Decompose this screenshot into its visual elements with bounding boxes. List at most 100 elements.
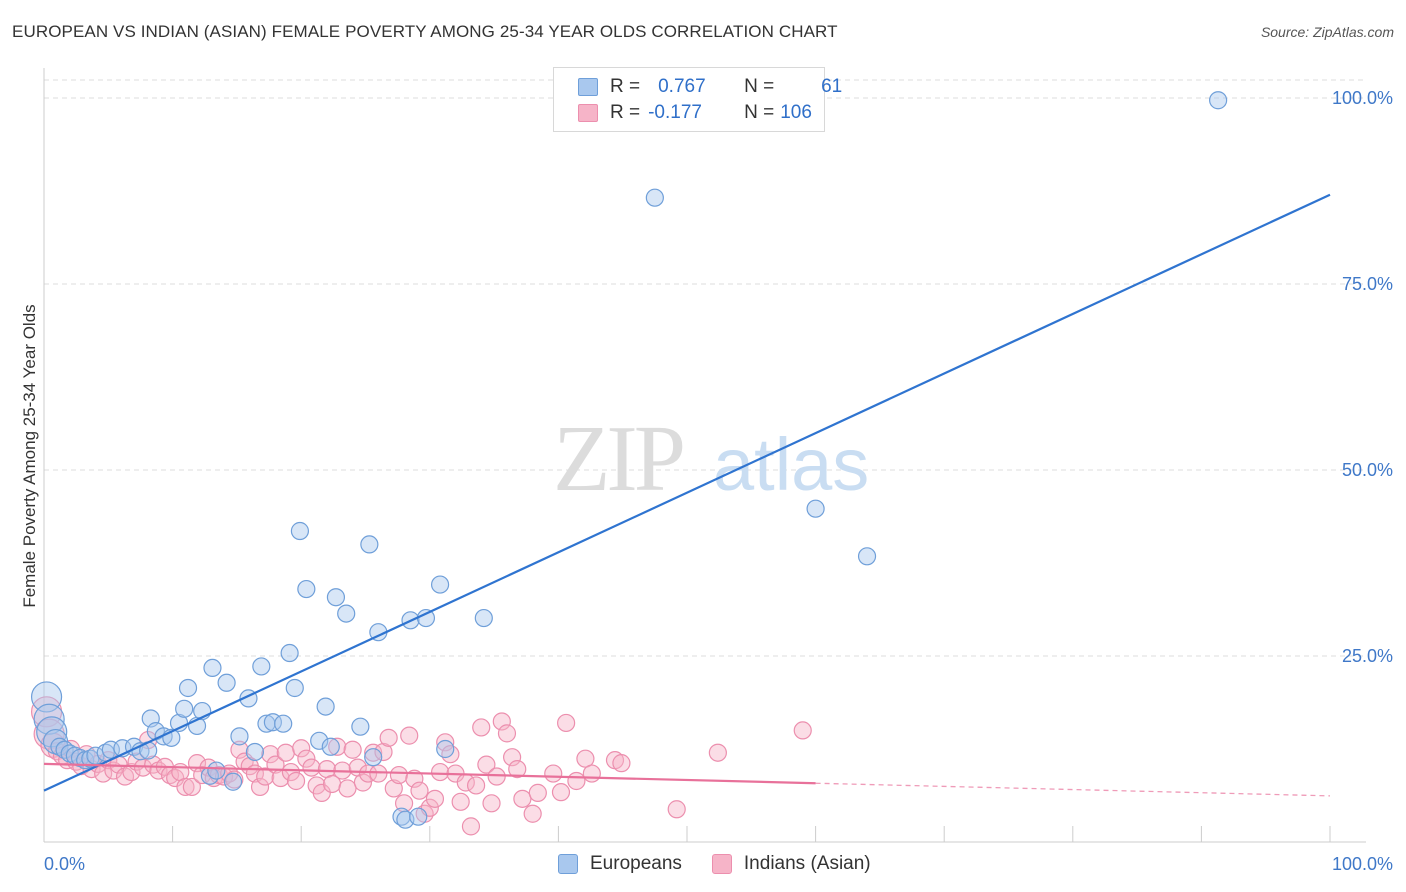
- european-point: [1209, 91, 1228, 110]
- europeans-trend-line: [43, 193, 1331, 792]
- indian-point: [374, 742, 393, 762]
- indian-point: [793, 721, 812, 740]
- y-tick-label: 100.0%: [1332, 88, 1393, 108]
- indian-point: [482, 794, 501, 813]
- indian-point: [343, 740, 362, 759]
- legend-item-europeans[interactable]: Europeans: [558, 853, 682, 875]
- european-point: [223, 772, 243, 791]
- indian-point: [182, 777, 201, 797]
- indian-point: [122, 762, 141, 782]
- european-point: [326, 588, 346, 607]
- indian-point: [302, 758, 321, 777]
- legend-n-value: 61: [821, 76, 843, 97]
- indian-point: [451, 792, 470, 811]
- indian-point: [384, 779, 403, 798]
- indian-point: [523, 804, 542, 823]
- european-point: [316, 697, 335, 716]
- y-tick-label: 50.0%: [1342, 460, 1393, 480]
- indian-point: [389, 765, 409, 785]
- indian-point: [708, 743, 727, 762]
- indian-point: [567, 771, 586, 791]
- y-axis-label: Female Poverty Among 25-34 Year Olds: [20, 304, 39, 607]
- legend-r-label: R =: [610, 102, 641, 123]
- legend-item-indians[interactable]: Indians (Asian): [711, 853, 871, 875]
- european-point: [203, 658, 222, 678]
- indian-point: [328, 737, 347, 756]
- indian-point: [461, 817, 481, 836]
- european-point: [310, 731, 329, 750]
- european-point: [175, 699, 194, 718]
- european-point: [430, 575, 450, 594]
- indian-point: [508, 759, 527, 779]
- indian-point: [281, 762, 301, 782]
- indian-point: [261, 745, 280, 764]
- y-tick-label: 25.0%: [1342, 646, 1393, 666]
- indian-point: [503, 748, 522, 767]
- indian-point: [410, 781, 429, 800]
- legend-n-label: N =: [744, 76, 775, 97]
- europeans-label: Europeans: [590, 853, 682, 874]
- indian-point: [436, 733, 455, 752]
- european-point: [857, 547, 877, 566]
- legend-n-value: 106: [780, 102, 812, 123]
- european-point: [297, 579, 316, 599]
- european-point: [474, 608, 493, 628]
- indian-point: [144, 755, 163, 774]
- european-point: [351, 717, 370, 736]
- european-point: [290, 521, 310, 541]
- indian-point: [176, 777, 195, 797]
- indians-points: [30, 696, 812, 836]
- indian-point: [353, 773, 373, 792]
- legend-r-value: -0.177: [648, 102, 702, 123]
- european-point: [409, 807, 428, 826]
- indians-label: Indians (Asian): [743, 853, 871, 874]
- legend-swatch-europeans: [578, 78, 598, 96]
- european-point: [321, 737, 340, 756]
- legend-n-label: N =: [744, 102, 775, 123]
- indian-point: [230, 740, 249, 759]
- indian-point: [612, 754, 631, 773]
- european-point: [252, 657, 271, 676]
- european-point: [337, 604, 356, 623]
- indian-point: [667, 800, 686, 819]
- indian-point: [364, 743, 383, 762]
- european-point: [364, 748, 383, 767]
- x-tick-label: 100.0%: [1332, 854, 1393, 874]
- legend-r-label: R =: [610, 76, 641, 97]
- legend-row-indians: R = -0.177 N = 106: [578, 101, 826, 125]
- indian-point: [286, 771, 306, 791]
- europeans-swatch: [558, 854, 578, 874]
- chart-title: EUROPEAN VS INDIAN (ASIAN) FEMALE POVERT…: [12, 22, 838, 41]
- tick-labels: 25.0% 50.0% 75.0% 100.0% 0.0% 100.0%: [44, 88, 1393, 874]
- european-point: [50, 737, 69, 756]
- european-point: [645, 188, 664, 207]
- indian-point: [544, 764, 563, 783]
- european-point: [436, 739, 455, 759]
- indian-point: [338, 779, 357, 798]
- indian-point: [497, 724, 517, 743]
- legend-swatch-indians: [578, 104, 598, 122]
- indian-point: [297, 749, 316, 768]
- european-point: [806, 499, 825, 518]
- indian-point: [472, 718, 491, 737]
- indians-swatch: [711, 854, 732, 874]
- indian-point: [513, 789, 532, 808]
- watermark-atlas: atlas: [713, 423, 869, 506]
- axes: [43, 68, 1366, 843]
- indian-point: [276, 743, 295, 762]
- indian-point: [441, 745, 460, 764]
- indian-point: [551, 783, 571, 802]
- source-label: Source: ZipAtlas.com: [1260, 24, 1394, 40]
- gridlines: [44, 79, 1366, 657]
- european-point: [178, 678, 198, 698]
- european-point: [230, 727, 249, 746]
- indian-point: [557, 713, 576, 733]
- european-point: [280, 643, 299, 663]
- indian-point: [250, 777, 270, 797]
- indian-point: [492, 712, 511, 731]
- indians-trend-extension: [815, 782, 1331, 797]
- correlation-legend: R = 0.767 N = 61 R = -0.177 N = 106: [553, 67, 842, 132]
- indian-point: [312, 783, 331, 802]
- indian-point: [466, 776, 486, 795]
- watermark: ZIP atlas: [553, 407, 869, 511]
